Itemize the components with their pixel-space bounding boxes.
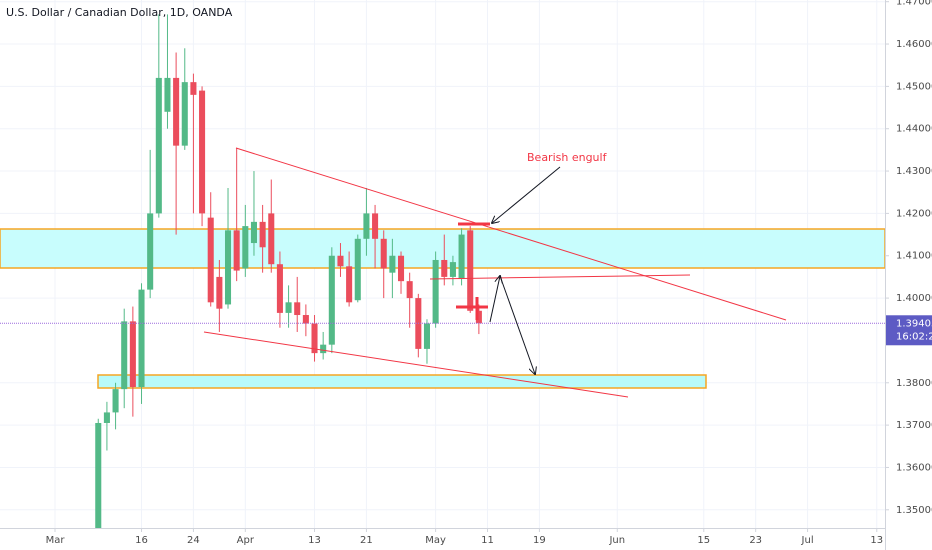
level-line [429, 274, 691, 280]
last-price-label: 1.39405 [896, 318, 932, 329]
x-tick-label: 13 [870, 535, 883, 546]
y-tick-label: 1.47000 [896, 0, 932, 8]
candle-body [155, 77, 162, 214]
support-zone [97, 374, 707, 389]
candle-body [121, 321, 128, 390]
chart-title: U.S. Dollar / Canadian Dollar, 1D, OANDA [6, 6, 233, 19]
x-tick-label: 23 [749, 535, 762, 546]
trend-line [203, 331, 629, 398]
y-tick-label: 1.41000 [896, 251, 932, 262]
axis-labels: 1.35000 1.36000 1.37000 1.38000 1.40000 1.410… [46, 0, 932, 546]
x-tick-label: Jun [608, 535, 625, 546]
candle-body [475, 310, 482, 324]
candle-body [112, 389, 119, 413]
candle-body [224, 230, 232, 305]
drawings [203, 147, 787, 398]
candle-body [389, 255, 396, 273]
candle-body [285, 302, 292, 313]
x-tick-label: 11 [481, 535, 494, 546]
candle-body [147, 213, 154, 290]
candle-body [397, 255, 405, 282]
candle-body [354, 238, 361, 301]
candle-body [233, 230, 240, 271]
candle-body [363, 213, 370, 239]
y-tick-label: 1.40000 [896, 293, 932, 304]
x-tick-label: 15 [697, 535, 710, 546]
candle-body [449, 262, 456, 277]
last-price-box [886, 315, 932, 346]
y-tick-label: 1.42000 [896, 208, 932, 219]
candle-body [432, 259, 439, 324]
arrow [489, 276, 500, 323]
candle-body [181, 82, 188, 146]
candle-body [95, 422, 102, 528]
candle-body [380, 238, 387, 269]
candle-body [276, 264, 283, 313]
candle-body [259, 221, 266, 248]
candle-body [103, 412, 110, 423]
x-tick-label: 24 [187, 535, 200, 546]
candle-body [467, 230, 474, 311]
y-tick-label: 1.37000 [896, 420, 932, 431]
candle-body [207, 217, 214, 303]
y-tick-label: 1.43000 [896, 166, 932, 177]
candle-body [129, 321, 136, 388]
candle-body [406, 281, 413, 299]
x-tick-label: Apr [237, 535, 255, 546]
trend-line [235, 147, 787, 321]
candle-body [268, 213, 275, 265]
x-tick-label: 16 [135, 535, 148, 546]
candle-body [311, 323, 318, 354]
candle-body [458, 234, 465, 280]
x-tick-label: May [425, 535, 446, 546]
y-tick-label: 1.36000 [896, 462, 932, 473]
x-tick-label: 19 [533, 535, 546, 546]
arrow [499, 275, 535, 374]
candle-body [302, 315, 309, 324]
candle-body [250, 221, 257, 244]
candle-body [173, 77, 180, 146]
candle-body [441, 259, 448, 277]
candle-body [216, 276, 223, 309]
x-tick-label: Mar [46, 535, 66, 546]
candle-body [423, 323, 431, 349]
candle-body [294, 302, 301, 316]
x-tick-label: Jul [801, 535, 814, 546]
candle-body [164, 77, 171, 112]
x-tick-label: 13 [308, 535, 321, 546]
y-tick-label: 1.45000 [896, 81, 932, 92]
time-axis [0, 528, 885, 550]
candle-body [346, 266, 353, 303]
y-tick-label: 1.38000 [896, 378, 932, 389]
y-tick-label: 1.46000 [896, 39, 932, 50]
countdown-label: 16:02:27 [896, 331, 932, 342]
arrow [492, 166, 561, 223]
candle-body [190, 82, 197, 95]
y-tick-label: 1.44000 [896, 124, 932, 135]
candle-body [320, 344, 327, 354]
y-tick-label: 1.35000 [896, 505, 932, 516]
candle-body [138, 289, 145, 388]
candle-body [337, 255, 344, 267]
candle-body [328, 255, 335, 345]
annotation: Bearish engulf [527, 151, 608, 164]
arrows [489, 166, 561, 374]
candles [0, 14, 885, 528]
candle-body [242, 226, 249, 269]
price-axis [885, 0, 932, 550]
candle-body [199, 90, 206, 214]
x-tick-label: 21 [360, 535, 373, 546]
candle-body [372, 213, 379, 239]
